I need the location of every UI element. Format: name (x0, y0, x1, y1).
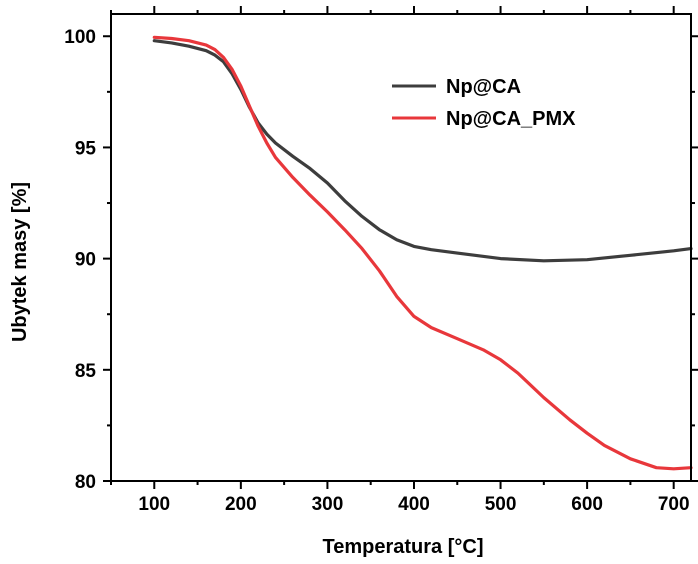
x-tick-label: 300 (312, 494, 344, 515)
y-tick-label: 100 (64, 27, 96, 48)
legend-label-np-ca-pmx: Np@CA_PMX (446, 108, 576, 130)
x-axis-title: Temperatura [°C] (323, 536, 484, 558)
x-tick-label: 500 (485, 494, 517, 515)
x-tick-label: 400 (398, 494, 430, 515)
axis-ticks (103, 6, 698, 489)
y-tick-label: 95 (75, 138, 97, 159)
x-tick-label: 700 (658, 494, 690, 515)
legend: Np@CA Np@CA_PMX (392, 76, 576, 130)
series-line-np-ca (152, 39, 693, 263)
plot-frame (110, 13, 692, 482)
series-layer (152, 35, 693, 471)
series-line-np-ca-pmx (152, 35, 693, 471)
x-tick-label: 200 (225, 494, 257, 515)
plot-background (111, 14, 691, 481)
legend-label-np-ca: Np@CA (446, 76, 521, 98)
x-tick-label: 100 (138, 494, 170, 515)
y-axis-title: Ubytek masy [%] (9, 182, 31, 342)
plot-area (111, 14, 691, 481)
tick-labels: 100 200 300 400 500 600 700 80 85 90 95 100 (64, 27, 689, 515)
y-tick-label: 80 (75, 472, 96, 493)
y-tick-label: 90 (75, 250, 96, 271)
x-tick-label: 600 (571, 494, 603, 515)
y-tick-label: 85 (75, 361, 97, 382)
axes-frame (110, 13, 692, 482)
